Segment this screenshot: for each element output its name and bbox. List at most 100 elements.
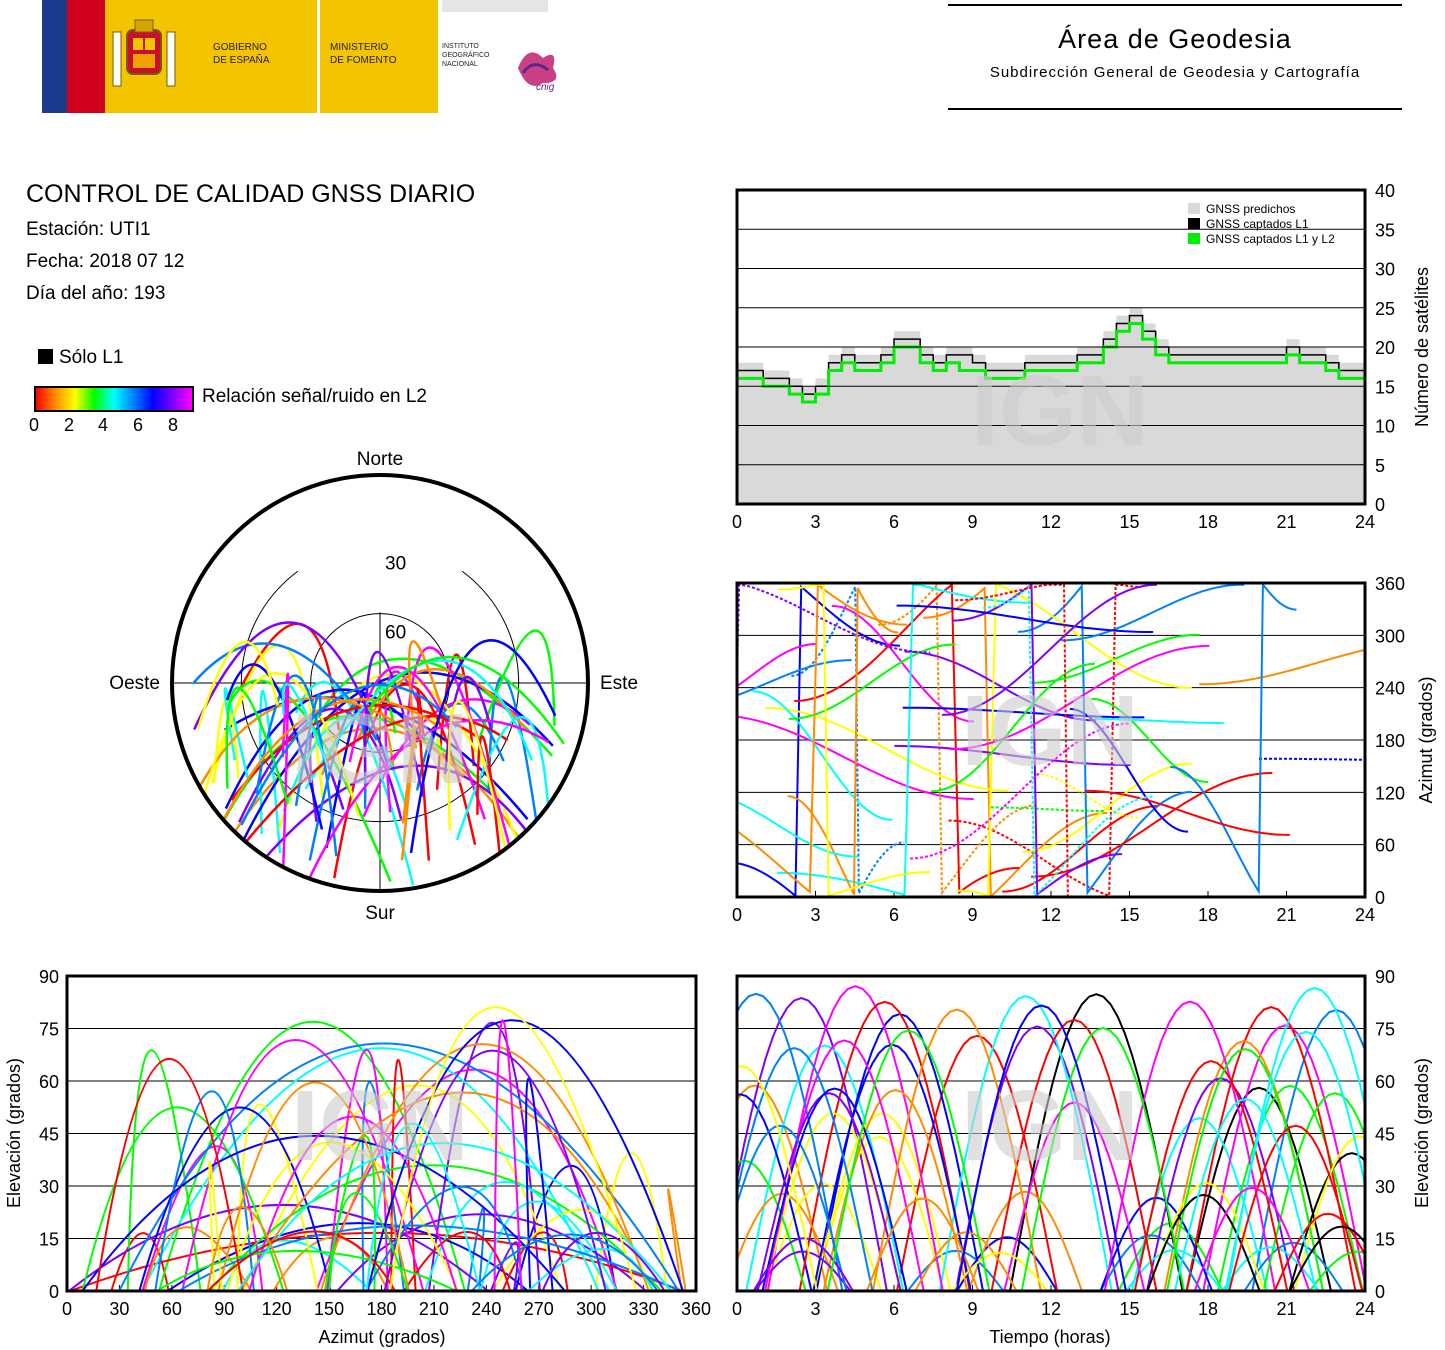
satellite-track (902, 706, 1145, 719)
y-tick-label: 0 (1375, 1282, 1385, 1302)
satellite-arc (400, 725, 417, 861)
satellite-arc (224, 688, 426, 810)
x-tick-label: 330 (629, 1299, 659, 1319)
legend-label: GNSS captados L1 (1206, 217, 1309, 231)
x-tick-label: 3 (810, 512, 820, 532)
satellite-arc (158, 1020, 466, 1291)
satellite-arc (501, 1231, 569, 1291)
ign-watermark: IGN (291, 1070, 469, 1182)
satellite-pass (737, 992, 844, 1291)
satellite-pass (1293, 1135, 1365, 1291)
flag-red-band (67, 0, 105, 113)
y-tick-label: 75 (39, 1020, 59, 1040)
satellite-arc (208, 1160, 223, 1291)
x-tick-label: 18 (1198, 512, 1218, 532)
satellite-track (1170, 583, 1297, 895)
satellite-arc (594, 1152, 668, 1291)
label-west: Oeste (109, 673, 160, 694)
y-tick-label: 40 (1375, 181, 1395, 201)
y-tick-label: 60 (1375, 836, 1395, 856)
x-tick-label: 12 (1041, 905, 1061, 925)
satellite-track (910, 722, 1131, 860)
satellite-pass (1003, 1101, 1146, 1291)
x-tick-label: 120 (262, 1299, 292, 1319)
x-tick-label: 15 (1119, 905, 1139, 925)
plot-border (65, 974, 698, 1293)
satellite-pass (813, 1135, 945, 1291)
y-tick-label: 240 (1375, 679, 1405, 699)
y-tick-label: 180 (1375, 731, 1405, 751)
plot-border (735, 188, 1367, 506)
sky-tracks (191, 621, 565, 889)
satellite-track (952, 583, 1123, 897)
satellite-pass (871, 1008, 1042, 1291)
satellite-arc (367, 655, 565, 745)
government-logo: GOBIERNO DE ESPAÑA (105, 0, 317, 113)
satellite-arc (206, 1206, 289, 1291)
satellite-pass (914, 1231, 1018, 1291)
satellite-pass (1202, 1024, 1365, 1291)
satellite-pass (1146, 1181, 1265, 1291)
satellite-track (948, 583, 1142, 897)
satellite-pass (756, 1092, 902, 1291)
satellite-arc (319, 1043, 650, 1291)
satellite-arc (178, 1224, 681, 1291)
satellite-arc (489, 1241, 520, 1291)
y-tick-label: 120 (1375, 783, 1405, 803)
y-tick-label: 25 (1375, 299, 1395, 319)
satellite-arc (365, 1186, 525, 1291)
satellite-track (752, 690, 893, 821)
x-tick-label: 6 (889, 905, 899, 925)
x-tick-label: 90 (214, 1299, 234, 1319)
satellite-arc (308, 719, 550, 879)
satellite-arc (223, 687, 250, 780)
area-subtitle: Subdirección General de Geodesia y Carto… (989, 64, 1361, 81)
x-tick-label: 15 (1119, 1299, 1139, 1319)
y-tick-label: 30 (1375, 1177, 1395, 1197)
satellite-arc (240, 683, 458, 826)
satellite-arc (470, 1233, 659, 1291)
satellite-pass (761, 1087, 908, 1291)
satellite-track (894, 744, 1131, 766)
legend-swatch (1188, 218, 1200, 229)
plot-border (735, 581, 1367, 899)
satellite-track (777, 583, 931, 897)
satellite-pass (1193, 1186, 1311, 1291)
satellite-arc (226, 1141, 460, 1291)
satellite-arc (294, 693, 322, 807)
x-tick-label: 300 (576, 1299, 606, 1319)
satellite-arc (336, 1213, 647, 1291)
satellite-pass (1308, 1250, 1365, 1291)
satellite-arc (138, 1106, 332, 1291)
x-tick-label: 150 (314, 1299, 344, 1319)
satellite-pass (1166, 1047, 1325, 1291)
x-tick-label: 24 (1355, 1299, 1375, 1319)
satellite-arc (81, 1106, 285, 1291)
satellite-track (983, 585, 1155, 897)
x-tick-label: 210 (419, 1299, 449, 1319)
satellite-pass (955, 1004, 1127, 1291)
satellite-pass (967, 1190, 1083, 1291)
satellite-arc (236, 1103, 319, 1291)
satellite-arc (217, 1081, 410, 1291)
satellite-track (1091, 697, 1209, 783)
satellite-arc (525, 1077, 554, 1291)
satellite-arc (196, 640, 279, 729)
satellite-arc (416, 687, 431, 861)
satellite-arc (388, 1006, 638, 1291)
satellite-pass (1173, 1097, 1317, 1291)
legend-swatch (1188, 203, 1200, 214)
y-tick-label: 360 (1375, 574, 1405, 594)
azimuth-tracks (737, 583, 1365, 897)
satellite-arc (198, 698, 439, 871)
satellite-pass (798, 1000, 971, 1291)
satellite-arc (281, 672, 290, 883)
satellite-arc (167, 1222, 529, 1291)
label-east: Este (600, 673, 638, 694)
x-tick-label: 24 (1355, 512, 1375, 532)
satellite-track (737, 800, 858, 858)
ign-watermark: IGN (971, 355, 1149, 467)
satellite-pass (1224, 1030, 1365, 1291)
satellite-pass (1228, 1124, 1364, 1291)
x-tick-label: 270 (524, 1299, 554, 1319)
